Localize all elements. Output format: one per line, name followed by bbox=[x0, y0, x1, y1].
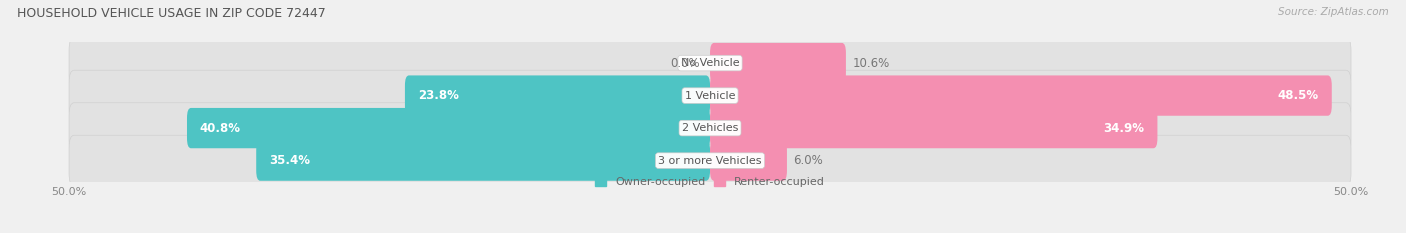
FancyBboxPatch shape bbox=[187, 108, 710, 148]
FancyBboxPatch shape bbox=[710, 108, 1157, 148]
FancyBboxPatch shape bbox=[710, 140, 787, 181]
FancyBboxPatch shape bbox=[710, 43, 846, 83]
Text: 1 Vehicle: 1 Vehicle bbox=[685, 91, 735, 101]
FancyBboxPatch shape bbox=[69, 103, 1351, 154]
Legend: Owner-occupied, Renter-occupied: Owner-occupied, Renter-occupied bbox=[595, 177, 825, 187]
FancyBboxPatch shape bbox=[405, 75, 710, 116]
Text: 35.4%: 35.4% bbox=[269, 154, 311, 167]
Text: 23.8%: 23.8% bbox=[418, 89, 458, 102]
Text: 6.0%: 6.0% bbox=[793, 154, 823, 167]
FancyBboxPatch shape bbox=[710, 75, 1331, 116]
Text: 48.5%: 48.5% bbox=[1278, 89, 1319, 102]
Text: Source: ZipAtlas.com: Source: ZipAtlas.com bbox=[1278, 7, 1389, 17]
Text: No Vehicle: No Vehicle bbox=[681, 58, 740, 68]
Text: 2 Vehicles: 2 Vehicles bbox=[682, 123, 738, 133]
Text: 10.6%: 10.6% bbox=[852, 57, 890, 70]
FancyBboxPatch shape bbox=[69, 38, 1351, 89]
Text: 34.9%: 34.9% bbox=[1104, 122, 1144, 135]
Text: 0.0%: 0.0% bbox=[671, 57, 700, 70]
Text: HOUSEHOLD VEHICLE USAGE IN ZIP CODE 72447: HOUSEHOLD VEHICLE USAGE IN ZIP CODE 7244… bbox=[17, 7, 326, 20]
FancyBboxPatch shape bbox=[256, 140, 710, 181]
Text: 40.8%: 40.8% bbox=[200, 122, 240, 135]
Text: 3 or more Vehicles: 3 or more Vehicles bbox=[658, 156, 762, 166]
FancyBboxPatch shape bbox=[69, 70, 1351, 121]
FancyBboxPatch shape bbox=[69, 135, 1351, 186]
